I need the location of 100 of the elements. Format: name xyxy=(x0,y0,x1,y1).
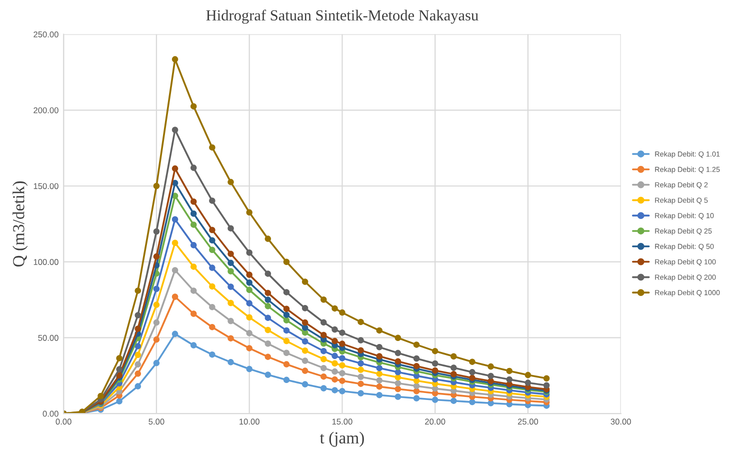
point xyxy=(543,382,550,388)
point xyxy=(190,210,197,217)
point xyxy=(116,366,122,372)
point xyxy=(264,340,272,347)
point xyxy=(228,260,234,266)
point xyxy=(264,354,272,360)
point xyxy=(116,355,122,362)
point xyxy=(172,165,178,172)
point xyxy=(413,382,420,390)
point xyxy=(264,296,272,303)
point xyxy=(264,290,272,296)
point xyxy=(332,338,338,344)
point xyxy=(302,358,308,364)
point xyxy=(432,367,438,374)
point xyxy=(413,362,420,370)
point xyxy=(264,372,272,378)
point xyxy=(339,340,346,347)
point xyxy=(332,368,338,375)
point xyxy=(246,345,252,352)
point xyxy=(134,343,142,350)
point xyxy=(190,242,197,248)
point xyxy=(506,376,513,383)
point xyxy=(394,358,402,365)
chart-title: Hidrograf Satuan Sintetik-Metode Nakayasu xyxy=(206,10,478,24)
point xyxy=(394,386,402,392)
point xyxy=(228,300,234,306)
point xyxy=(209,264,216,271)
point xyxy=(413,342,420,348)
point xyxy=(376,364,382,372)
point xyxy=(153,228,160,235)
point xyxy=(432,396,438,403)
y-tick-label: 150.00 xyxy=(34,183,58,190)
point xyxy=(469,358,476,365)
point xyxy=(450,398,457,404)
point xyxy=(469,369,476,376)
point xyxy=(450,371,457,378)
point xyxy=(320,373,327,380)
point xyxy=(339,330,346,336)
point xyxy=(376,377,382,384)
point xyxy=(153,286,160,292)
point xyxy=(332,305,338,312)
point xyxy=(283,338,290,344)
point xyxy=(134,361,142,368)
point xyxy=(283,258,290,265)
point xyxy=(394,334,402,341)
point xyxy=(450,353,457,360)
point xyxy=(332,387,338,394)
x-tick-label: 5.00 xyxy=(148,418,164,425)
point xyxy=(209,351,216,358)
point xyxy=(283,317,290,324)
point xyxy=(524,372,532,378)
point xyxy=(134,312,142,318)
point xyxy=(376,353,382,360)
x-tick-label: 25.00 xyxy=(518,418,538,425)
point xyxy=(153,302,160,308)
point xyxy=(394,374,402,380)
point xyxy=(283,289,290,296)
point xyxy=(332,326,338,333)
point xyxy=(153,336,160,343)
point xyxy=(320,348,327,354)
point xyxy=(190,264,197,270)
point xyxy=(332,376,338,383)
point xyxy=(358,380,364,387)
point xyxy=(209,283,216,290)
point xyxy=(209,324,216,330)
point xyxy=(246,366,252,372)
point xyxy=(394,394,402,400)
y-tick-label: 250.00 xyxy=(34,31,58,38)
point xyxy=(246,330,252,336)
point xyxy=(190,198,197,205)
point xyxy=(190,342,197,348)
point xyxy=(264,303,272,310)
point xyxy=(320,296,327,303)
point xyxy=(320,332,327,338)
x-tick-label: 20.00 xyxy=(425,418,446,425)
point xyxy=(264,326,272,334)
point xyxy=(469,398,476,406)
point xyxy=(116,398,122,404)
point xyxy=(302,305,308,312)
point xyxy=(358,318,364,326)
point xyxy=(153,182,160,190)
x-tick-label: 15.00 xyxy=(332,418,352,425)
point xyxy=(376,370,382,377)
point xyxy=(376,383,382,390)
point xyxy=(246,249,252,256)
point xyxy=(332,352,338,360)
x-axis-title: t (jam) xyxy=(320,432,364,447)
point xyxy=(190,103,197,110)
point xyxy=(339,362,346,368)
point xyxy=(172,330,178,338)
point xyxy=(283,327,290,334)
point xyxy=(209,237,216,244)
point xyxy=(246,314,252,321)
point xyxy=(209,198,216,204)
point xyxy=(228,335,234,342)
x-tick-label: 30.00 xyxy=(610,418,631,425)
point xyxy=(172,216,178,223)
point xyxy=(153,360,160,366)
x-tick-label: 0.00 xyxy=(56,418,72,425)
point xyxy=(376,392,382,398)
